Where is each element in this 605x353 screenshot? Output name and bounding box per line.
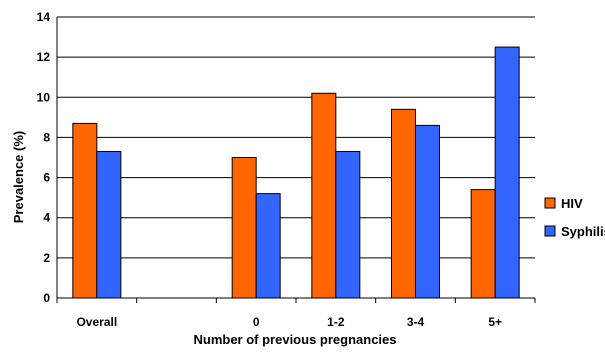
bar-syphilis-5+ bbox=[494, 46, 520, 299]
x-tick-label: 0 bbox=[253, 315, 260, 329]
bar-syphilis-1-2 bbox=[335, 150, 361, 299]
bar-hiv-0 bbox=[231, 157, 257, 299]
y-tick-labels: 0 2 4 6 8 10 12 14 bbox=[37, 10, 51, 305]
y-tick-label: 6 bbox=[43, 171, 50, 185]
legend-swatch-hiv bbox=[544, 197, 556, 209]
y-tick-label: 14 bbox=[37, 10, 51, 24]
x-tick-labels: Overall 0 1-2 3-4 5+ bbox=[76, 315, 502, 329]
x-tick-label: 5+ bbox=[488, 315, 502, 329]
legend-label-hiv: HIV bbox=[561, 196, 583, 211]
y-tick-label: 10 bbox=[37, 90, 51, 104]
bar-hiv-1-2 bbox=[311, 92, 337, 299]
bar-syphilis-Overall bbox=[96, 150, 122, 299]
bars bbox=[72, 46, 520, 299]
bar-hiv-3-4 bbox=[391, 108, 416, 299]
bar-syphilis-3-4 bbox=[415, 124, 440, 299]
x-axis-title: Number of previous pregnancies bbox=[194, 332, 397, 347]
y-tick-label: 4 bbox=[43, 211, 50, 225]
y-tick-label: 2 bbox=[43, 251, 50, 265]
bar-syphilis-0 bbox=[255, 193, 281, 299]
bar-hiv-Overall bbox=[72, 122, 98, 299]
x-tick-label: Overall bbox=[76, 315, 117, 329]
axes bbox=[56, 17, 536, 303]
y-axis-title: Prevalence (%) bbox=[11, 131, 26, 224]
bar-hiv-5+ bbox=[470, 189, 496, 299]
legend-label-syphilis: Syphilis bbox=[561, 224, 605, 239]
legend: HIV Syphilis bbox=[544, 196, 605, 239]
x-tick-label: 3-4 bbox=[407, 315, 425, 329]
gridlines bbox=[57, 16, 535, 259]
y-tick-label: 0 bbox=[43, 291, 50, 305]
legend-swatch-syphilis bbox=[544, 225, 556, 237]
x-tick-label: 1-2 bbox=[327, 315, 345, 329]
y-tick-label: 12 bbox=[37, 50, 51, 64]
y-tick-label: 8 bbox=[43, 130, 50, 144]
